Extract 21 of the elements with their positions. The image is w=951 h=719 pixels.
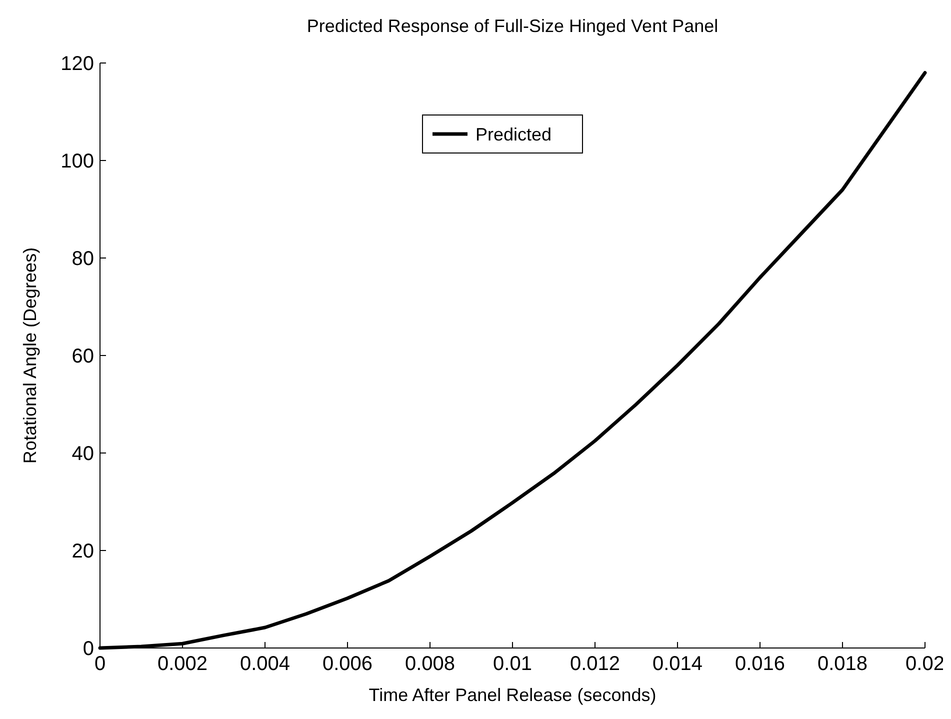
y-tick-label: 60: [72, 346, 94, 368]
x-tick-label: 0.02: [906, 653, 944, 675]
x-tick-label: 0.008: [404, 653, 456, 675]
y-axis-title: Rotational Angle (Degrees): [20, 247, 40, 464]
legend-label: Predicted: [476, 124, 552, 144]
chart-title: Predicted Response of Full-Size Hinged Vent Panel: [306, 16, 718, 36]
x-tick-label: 0.014: [652, 653, 703, 675]
x-tick-label: 0.01: [493, 653, 532, 675]
x-tick-label: 0.006: [322, 653, 373, 675]
x-tick-label: 0.004: [240, 653, 290, 675]
y-tick-label: 40: [72, 443, 94, 465]
x-tick-label: 0.016: [734, 653, 786, 675]
y-tick-label: 120: [60, 53, 94, 75]
y-tick-label: 80: [72, 248, 94, 270]
y-tick-label: 20: [72, 540, 94, 562]
x-tick-label: 0.018: [817, 653, 868, 675]
y-tick-label: 100: [60, 150, 94, 172]
y-tick-label: 0: [82, 638, 94, 660]
x-tick-label: 0.012: [570, 653, 620, 675]
x-axis-title: Time After Panel Release (seconds): [368, 685, 656, 705]
x-tick-label: 0.002: [157, 653, 208, 675]
